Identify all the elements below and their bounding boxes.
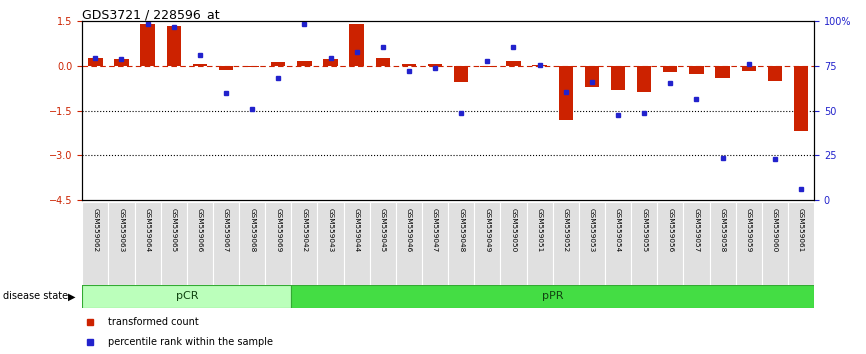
Bar — [715, 66, 730, 79]
Bar — [350, 24, 364, 66]
Bar — [611, 66, 625, 90]
Text: GDS3721 / 228596_at: GDS3721 / 228596_at — [82, 8, 220, 21]
Bar — [318, 202, 344, 285]
Text: GSM559059: GSM559059 — [746, 209, 752, 253]
Text: GSM559060: GSM559060 — [772, 209, 778, 253]
Text: GSM559057: GSM559057 — [694, 209, 700, 253]
Text: GSM559055: GSM559055 — [641, 209, 647, 253]
Bar — [553, 202, 578, 285]
Text: GSM559054: GSM559054 — [615, 209, 621, 253]
Bar — [239, 202, 265, 285]
Bar — [762, 202, 788, 285]
Text: GSM559042: GSM559042 — [301, 209, 307, 253]
Text: transformed count: transformed count — [108, 317, 198, 327]
Text: GSM559066: GSM559066 — [197, 209, 203, 253]
Bar — [533, 65, 546, 66]
Bar — [663, 66, 677, 73]
Text: GSM559056: GSM559056 — [668, 209, 673, 253]
Bar — [788, 202, 814, 285]
Bar — [683, 202, 709, 285]
Bar — [735, 202, 762, 285]
Bar — [108, 202, 134, 285]
Bar — [291, 202, 318, 285]
Bar — [187, 202, 213, 285]
Bar — [193, 64, 207, 66]
Text: GSM559045: GSM559045 — [380, 209, 386, 253]
Text: GSM559065: GSM559065 — [171, 209, 177, 253]
Bar — [134, 202, 161, 285]
Bar — [265, 202, 291, 285]
Bar — [245, 66, 259, 67]
Bar — [454, 66, 469, 82]
Text: GSM559050: GSM559050 — [510, 209, 516, 253]
Bar — [161, 202, 187, 285]
Bar — [140, 24, 155, 66]
Bar — [428, 64, 443, 66]
Text: disease state: disease state — [3, 291, 68, 301]
Text: percentile rank within the sample: percentile rank within the sample — [108, 337, 273, 347]
Bar — [637, 66, 651, 92]
Text: GSM559069: GSM559069 — [275, 209, 281, 253]
Bar — [396, 202, 422, 285]
Bar — [605, 202, 631, 285]
Bar — [88, 58, 102, 66]
Bar — [422, 202, 449, 285]
Text: GSM559061: GSM559061 — [798, 209, 804, 253]
Bar — [376, 58, 390, 66]
Bar — [767, 66, 782, 81]
Text: GSM559049: GSM559049 — [484, 209, 490, 253]
Bar — [213, 202, 239, 285]
Bar — [507, 61, 520, 66]
Text: GSM559052: GSM559052 — [563, 209, 569, 253]
Bar — [271, 62, 286, 66]
Bar — [475, 202, 501, 285]
Bar — [219, 66, 233, 70]
Bar — [82, 285, 291, 308]
Bar — [527, 202, 553, 285]
Text: pPR: pPR — [542, 291, 564, 302]
Bar — [480, 66, 494, 67]
Text: GSM559046: GSM559046 — [406, 209, 412, 253]
Bar — [402, 64, 417, 66]
Bar — [578, 202, 605, 285]
Text: ▶: ▶ — [68, 291, 75, 301]
Bar — [794, 66, 808, 131]
Text: GSM559047: GSM559047 — [432, 209, 438, 253]
Text: GSM559068: GSM559068 — [249, 209, 255, 253]
Bar — [344, 202, 370, 285]
Bar — [689, 66, 703, 74]
Bar — [370, 202, 396, 285]
Bar — [323, 59, 338, 66]
Bar — [166, 26, 181, 66]
Text: GSM559048: GSM559048 — [458, 209, 464, 253]
Text: GSM559064: GSM559064 — [145, 209, 151, 253]
Bar — [585, 66, 599, 87]
Text: GSM559067: GSM559067 — [223, 209, 229, 253]
Bar — [449, 202, 475, 285]
Bar — [559, 66, 573, 120]
Bar — [631, 202, 657, 285]
Bar — [741, 66, 756, 71]
Text: GSM559053: GSM559053 — [589, 209, 595, 253]
Bar — [82, 202, 108, 285]
Bar — [291, 285, 814, 308]
Text: GSM559058: GSM559058 — [720, 209, 726, 253]
Text: GSM559051: GSM559051 — [537, 209, 543, 253]
Bar — [709, 202, 735, 285]
Text: GSM559043: GSM559043 — [327, 209, 333, 253]
Text: GSM559063: GSM559063 — [119, 209, 125, 253]
Text: GSM559044: GSM559044 — [353, 209, 359, 253]
Bar — [297, 61, 312, 66]
Bar — [114, 59, 129, 66]
Bar — [657, 202, 683, 285]
Text: GSM559062: GSM559062 — [93, 209, 99, 253]
Bar — [501, 202, 527, 285]
Text: pCR: pCR — [176, 291, 198, 302]
